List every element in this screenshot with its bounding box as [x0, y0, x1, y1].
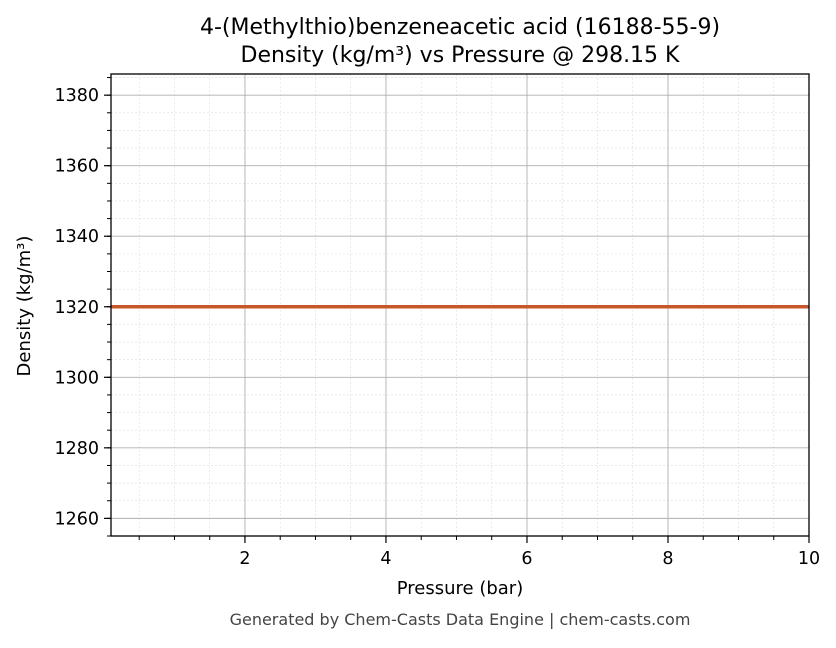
x-tick-label: 6 [521, 549, 532, 569]
x-axis-label: Pressure (bar) [397, 578, 523, 599]
x-tick-label: 2 [239, 549, 250, 569]
minor-grid [111, 74, 810, 537]
y-tick-label: 1280 [54, 439, 99, 459]
y-tick-label: 1340 [54, 227, 99, 247]
axis-ticks: 2 4 6 8 10 1260 1280 1300 1320 1340 1360 1380 [54, 77, 820, 569]
chart-subtitle: Density (kg/m³) vs Pressure @ 298.15 K [241, 43, 681, 68]
y-tick-label: 1320 [54, 298, 99, 318]
y-axis-label: Density (kg/m³) [14, 236, 35, 377]
x-tick-label: 10 [798, 549, 820, 569]
y-tick-label: 1380 [54, 86, 99, 106]
footer-credit: Generated by Chem-Casts Data Engine | ch… [230, 610, 691, 629]
major-grid [111, 74, 810, 536]
y-tick-label: 1260 [54, 509, 99, 529]
y-tick-label: 1300 [54, 368, 99, 388]
chart-title: 4-(Methylthio)benzeneacetic acid (16188-… [200, 15, 720, 40]
y-tick-label: 1360 [54, 157, 99, 177]
x-tick-label: 4 [380, 549, 391, 569]
plot-frame [110, 73, 810, 537]
x-tick-label: 8 [662, 549, 673, 569]
